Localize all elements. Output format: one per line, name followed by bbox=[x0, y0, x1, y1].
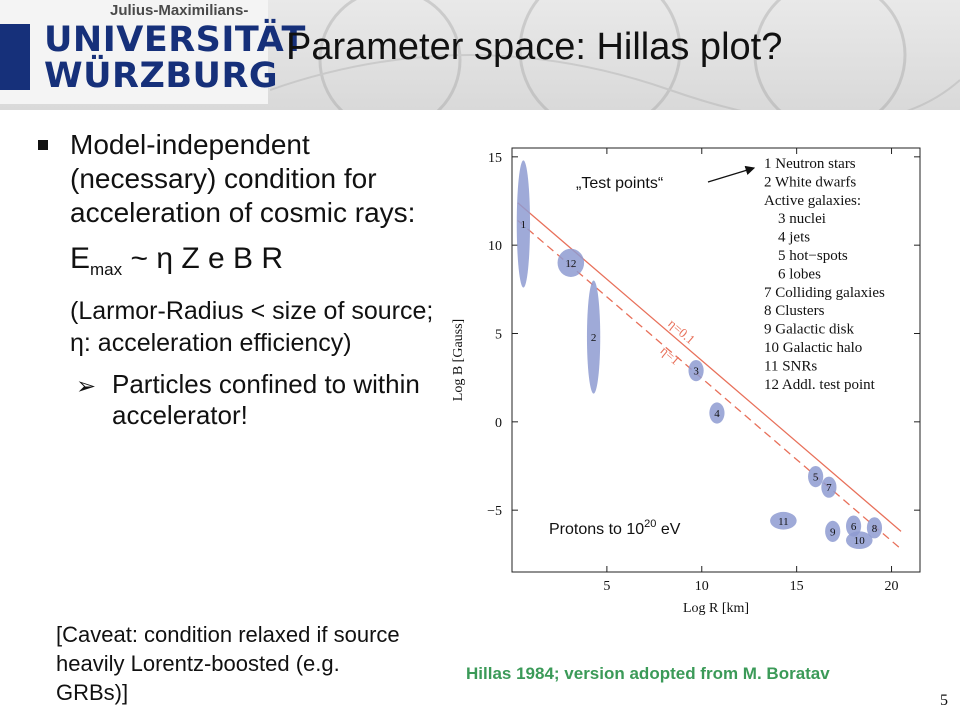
source-point-label: 6 bbox=[851, 521, 857, 533]
bullet-list: Model-independent (necessary) condition … bbox=[36, 128, 436, 431]
legend-entry: 5 hot−spots bbox=[778, 248, 848, 264]
y-tick-label: −5 bbox=[487, 504, 502, 519]
source-point bbox=[770, 511, 797, 530]
formula-subscript: max bbox=[90, 260, 123, 279]
legend-entry: 6 lobes bbox=[778, 266, 821, 282]
y-tick-label: 0 bbox=[495, 416, 502, 431]
x-tick-label: 5 bbox=[603, 579, 610, 594]
university-logo: Julius-Maximilians- UNIVERSITÄT WÜRZBURG bbox=[0, 0, 305, 104]
slide-title: Parameter space: Hillas plot? bbox=[286, 26, 783, 68]
x-tick-label: 20 bbox=[885, 579, 899, 594]
logo-bar bbox=[0, 24, 30, 90]
formula-e: E bbox=[70, 242, 91, 275]
source-point-label: 9 bbox=[830, 526, 836, 538]
legend-entry: 4 jets bbox=[778, 230, 810, 246]
legend-entry: 3 nuclei bbox=[778, 211, 826, 227]
x-tick-label: 10 bbox=[695, 579, 709, 594]
test-points-arrow bbox=[707, 165, 756, 183]
header-band: Julius-Maximilians- UNIVERSITÄT WÜRZBURG… bbox=[0, 0, 960, 110]
header-decoration bbox=[270, 0, 960, 110]
source-point bbox=[845, 531, 873, 550]
source-point-label: 10 bbox=[854, 535, 866, 547]
sub-bullet-item: ➢ Particles confined to within accelerat… bbox=[36, 369, 436, 431]
source-point-label: 7 bbox=[826, 482, 832, 494]
legend-entry: 7 Colliding galaxies bbox=[764, 285, 885, 301]
logo-line-2: WÜRZBURG bbox=[44, 56, 279, 96]
larmor-note: (Larmor-Radius < size of source; η: acce… bbox=[70, 297, 434, 357]
x-axis-label: Log R [km] bbox=[683, 601, 749, 616]
formula: Emax ~ η Z e B R bbox=[36, 240, 436, 289]
source-point-label: 12 bbox=[565, 258, 576, 270]
source-point-label: 4 bbox=[714, 408, 720, 420]
x-tick-label: 15 bbox=[790, 579, 804, 594]
source-point-label: 2 bbox=[591, 332, 597, 344]
test-points-annotation: „Test points“ bbox=[576, 175, 663, 192]
formula-rest: ~ η Z e B R bbox=[122, 242, 284, 275]
figure-credit: Hillas 1984; version adopted from M. Bor… bbox=[466, 664, 830, 683]
source-point bbox=[825, 520, 841, 542]
y-tick-label: 15 bbox=[488, 151, 502, 166]
protons-suffix: eV bbox=[656, 521, 680, 538]
legend-entry: 8 Clusters bbox=[764, 303, 825, 319]
legend-entry: 12 Addl. test point bbox=[764, 377, 876, 393]
source-point bbox=[709, 402, 725, 424]
y-tick-label: 5 bbox=[495, 328, 502, 343]
legend-entry: 9 Galactic disk bbox=[764, 322, 854, 338]
bullet-item: Model-independent (necessary) condition … bbox=[36, 128, 436, 230]
logo-line-1: UNIVERSITÄT bbox=[44, 20, 306, 60]
legend-entry: 11 SNRs bbox=[764, 358, 817, 374]
logo-small-text: Julius-Maximilians- bbox=[110, 2, 249, 19]
legend-entry: 2 White dwarfs bbox=[764, 174, 856, 190]
arrow-bullet-icon: ➢ bbox=[76, 373, 97, 400]
source-point bbox=[845, 515, 862, 537]
source-point bbox=[688, 360, 704, 382]
legend-entry: Active galaxies: bbox=[764, 193, 861, 209]
source-point bbox=[821, 476, 837, 498]
hillas-plot: 5 10 15 20 15 10 5 0 −5 η=0.1 η=1 1 12 2 3 4 5 7 11 9 6 10 8… bbox=[436, 128, 956, 650]
protons-prefix: Protons to 10 bbox=[549, 521, 644, 538]
source-point-label: 11 bbox=[778, 516, 789, 528]
plot-frame bbox=[511, 147, 921, 573]
caveat-note: [Caveat: condition relaxed if source hea… bbox=[56, 622, 400, 705]
y-axis-label: Log B [Gauss] bbox=[451, 319, 466, 401]
y-tick-label: 10 bbox=[488, 239, 502, 254]
legend-entry: 10 Galactic halo bbox=[764, 340, 862, 356]
page-number: 5 bbox=[940, 692, 948, 709]
bullet-text: Model-independent (necessary) condition … bbox=[70, 129, 416, 228]
source-point bbox=[516, 160, 531, 288]
eta-line bbox=[517, 219, 902, 550]
protons-annotation: Protons to 1020 eV bbox=[549, 518, 681, 538]
sub-bullet-text: Particles confined to within accelerator… bbox=[112, 369, 420, 430]
source-point bbox=[808, 466, 824, 488]
square-bullet-icon bbox=[38, 140, 48, 150]
protons-exponent: 20 bbox=[644, 518, 656, 530]
source-point-label: 8 bbox=[872, 523, 878, 535]
source-point bbox=[586, 280, 601, 394]
source-point bbox=[866, 517, 883, 539]
source-point bbox=[557, 248, 585, 277]
source-point-label: 3 bbox=[693, 366, 699, 378]
legend-entry: 1 Neutron stars bbox=[764, 156, 856, 172]
source-point-label: 1 bbox=[521, 219, 527, 231]
source-point-label: 5 bbox=[813, 472, 819, 484]
